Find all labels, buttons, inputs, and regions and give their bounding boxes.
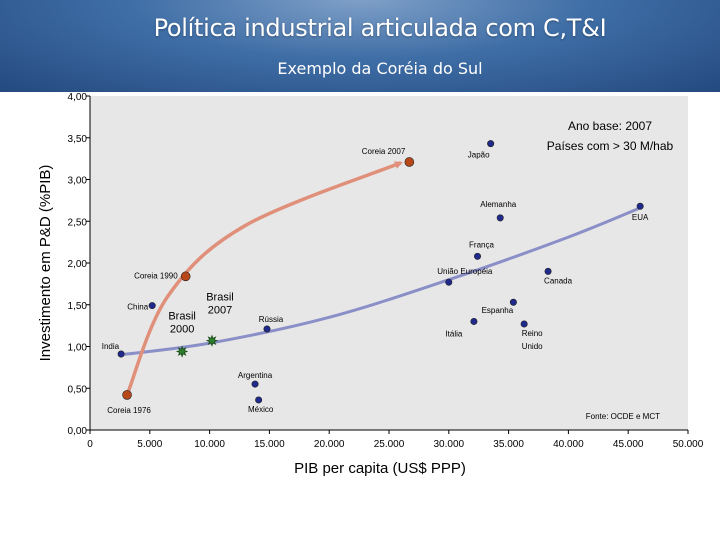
point-coreia-1990 bbox=[180, 271, 191, 282]
point-label-coreia-1990: Coreia 1990 bbox=[134, 271, 178, 280]
point-label-italia: Itália bbox=[445, 329, 462, 338]
x-tick-label: 50.000 bbox=[673, 439, 704, 450]
point-label-alemanha: Alemanha bbox=[480, 200, 517, 209]
x-tick-label: 15.000 bbox=[254, 439, 285, 450]
point-uniao-europeia bbox=[445, 278, 453, 286]
y-tick-label: 1,50 bbox=[68, 301, 88, 312]
y-tick-label: 0,50 bbox=[68, 384, 88, 395]
x-tick-label: 35.000 bbox=[493, 439, 524, 450]
slide-subtitle: Exemplo da Coréia do Sul bbox=[277, 59, 483, 78]
point-label-franca: França bbox=[469, 240, 494, 249]
point-alemanha bbox=[496, 214, 504, 222]
point-brasil-2000 bbox=[175, 345, 189, 358]
point-argentina bbox=[251, 380, 259, 388]
point-eua bbox=[636, 202, 644, 210]
y-tick-label: 2,50 bbox=[68, 217, 88, 228]
trend-curve bbox=[119, 206, 641, 357]
x-tick-label: 20.000 bbox=[314, 439, 345, 450]
plot-area bbox=[90, 96, 688, 430]
x-tick-label: 10.000 bbox=[194, 439, 225, 450]
korea-trajectory-arrow bbox=[125, 161, 403, 396]
annotation-base-year: Ano base: 2007 bbox=[568, 119, 652, 133]
point-label-argentina: Argentina bbox=[238, 371, 273, 380]
x-tick-label: 45.000 bbox=[613, 439, 644, 450]
point-label-eua: EUA bbox=[632, 213, 649, 222]
x-tick-label: 40.000 bbox=[553, 439, 584, 450]
point-label-uniao-europeia: União Européia bbox=[437, 267, 493, 276]
y-tick-label: 0,00 bbox=[68, 426, 88, 437]
y-tick-label: 1,00 bbox=[68, 343, 88, 354]
point-label-brasil-2007: Brasil 2007 bbox=[206, 292, 234, 317]
point-label-russia: Rússia bbox=[259, 315, 284, 324]
point-china bbox=[148, 302, 156, 310]
y-tick-label: 4,00 bbox=[68, 92, 88, 103]
point-russia bbox=[263, 325, 271, 333]
point-label-espanha: Espanha bbox=[482, 306, 514, 315]
point-coreia-1976 bbox=[122, 390, 132, 400]
point-label-coreia-2007: Coreia 2007 bbox=[362, 147, 406, 156]
source-note: Fonte: OCDE e MCT bbox=[586, 412, 660, 421]
slide-header: Política industrial articulada com C,T&I… bbox=[0, 0, 720, 92]
point-india bbox=[117, 350, 125, 358]
y-tick-label: 2,00 bbox=[68, 259, 88, 270]
point-label-coreia-1976: Coreia 1976 bbox=[107, 406, 151, 415]
point-label-china: China bbox=[127, 303, 148, 312]
point-label-brasil-2000: Brasil 2000 bbox=[168, 311, 196, 336]
x-tick-label: 25.000 bbox=[374, 439, 405, 450]
point-espanha bbox=[509, 298, 517, 306]
x-tick-label: 30.000 bbox=[434, 439, 465, 450]
x-tick-label: 5.000 bbox=[137, 439, 162, 450]
point-canada bbox=[544, 267, 552, 275]
point-mexico bbox=[255, 396, 263, 404]
slide-title: Política industrial articulada com C,T&I bbox=[153, 14, 607, 42]
point-label-canada: Canada bbox=[544, 276, 573, 285]
point-brasil-2007 bbox=[205, 334, 219, 347]
x-tick-label: 0 bbox=[87, 439, 93, 450]
x-axis-label: PIB per capita (US$ PPP) bbox=[294, 460, 466, 477]
y-tick-label: 3,00 bbox=[68, 176, 88, 187]
point-label-japao: Japão bbox=[468, 151, 490, 160]
point-label-reino-unido: Reino Unido bbox=[522, 329, 543, 351]
point-franca bbox=[474, 252, 482, 260]
point-italia bbox=[470, 317, 478, 325]
point-reino-unido bbox=[520, 320, 528, 328]
point-japao bbox=[487, 140, 495, 148]
point-coreia-2007 bbox=[404, 157, 415, 167]
y-tick-label: 3,50 bbox=[68, 134, 88, 145]
y-axis-label: Investimento em P&D (%PIB) bbox=[37, 165, 54, 362]
point-label-mexico: México bbox=[248, 405, 274, 414]
point-label-india: India bbox=[102, 342, 120, 351]
annotation-country-filter: Países com > 30 M/hab bbox=[547, 139, 674, 153]
